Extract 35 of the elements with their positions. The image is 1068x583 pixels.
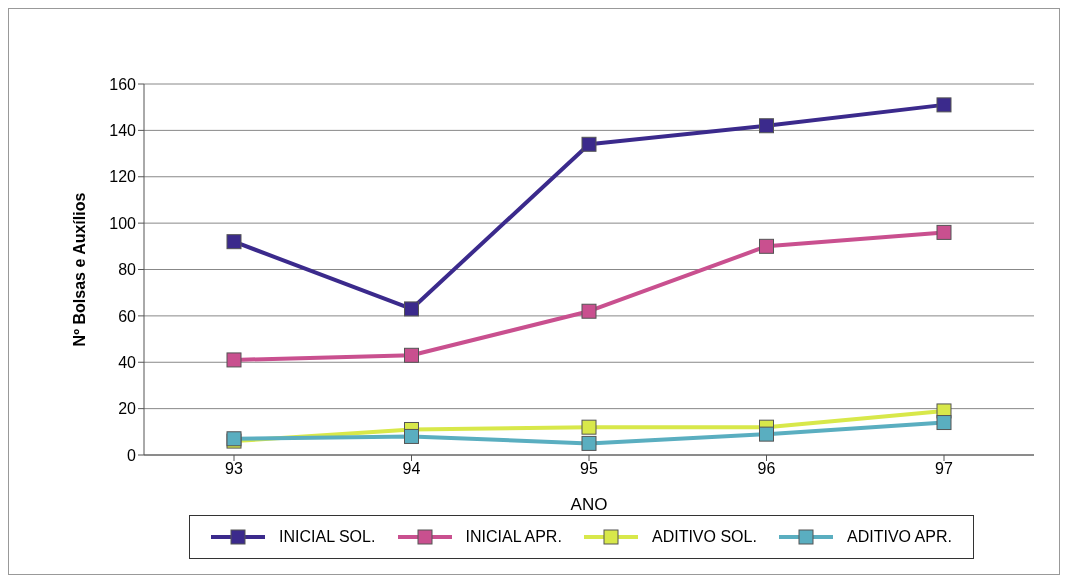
point	[759, 426, 774, 442]
y-tick-label: 120	[109, 168, 137, 186]
y-tick-label: 40	[118, 353, 137, 371]
y-tick-label: 60	[118, 307, 137, 325]
y-tick-label: 160	[109, 75, 137, 93]
y-tick-label: 20	[118, 400, 137, 418]
x-tick-label: 95	[580, 460, 598, 478]
point	[936, 97, 952, 113]
point	[404, 301, 419, 317]
legend-label: ADITIVO APR.	[847, 528, 952, 546]
point	[936, 415, 952, 431]
x-axis-title: ANO	[570, 495, 608, 514]
y-tick-label: 100	[109, 214, 137, 232]
y-tick-label: 80	[118, 261, 137, 279]
x-tick-label: 93	[225, 460, 243, 478]
point	[581, 136, 597, 152]
point	[936, 224, 952, 240]
point	[226, 234, 242, 250]
legend-label: INICIAL SOL.	[279, 528, 376, 546]
x-tick-label: 94	[402, 460, 421, 478]
point	[404, 347, 419, 363]
y-tick-label: 0	[127, 446, 137, 464]
legend-label: ADITIVO SOL.	[651, 528, 757, 546]
point	[581, 303, 597, 319]
x-tick-label: 96	[757, 460, 776, 478]
point	[759, 118, 774, 134]
point	[404, 428, 419, 444]
point	[581, 419, 597, 435]
legend-label: INICIAL APR.	[465, 528, 562, 546]
y-axis-title: Nº Bolsas e Auxílios	[70, 192, 88, 347]
point	[759, 238, 774, 254]
x-tick-label: 97	[935, 460, 953, 478]
point	[581, 435, 597, 451]
point	[226, 352, 242, 368]
y-tick-label: 140	[109, 122, 137, 140]
